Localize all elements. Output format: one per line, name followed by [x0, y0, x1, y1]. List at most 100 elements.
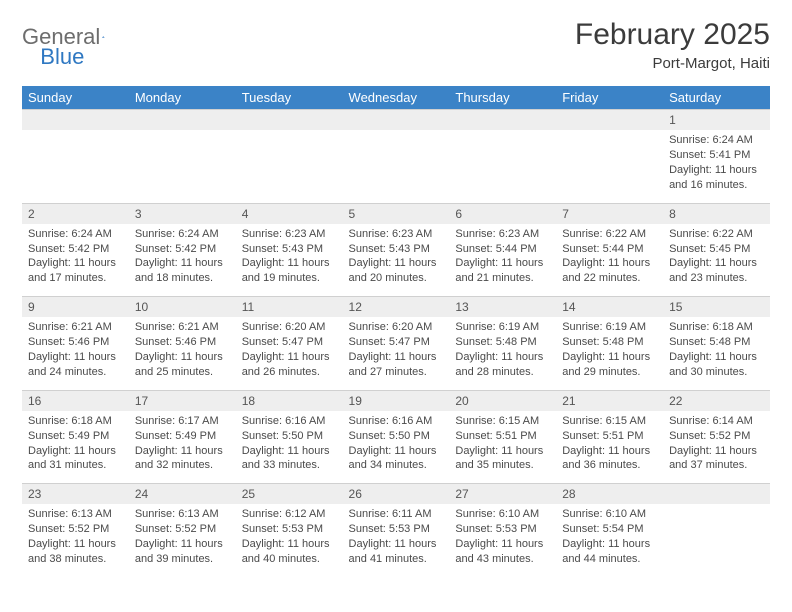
sunset-text: Sunset: 5:47 PM	[349, 335, 444, 350]
day-number-cell	[663, 483, 770, 504]
day-detail-cell: Sunrise: 6:16 AMSunset: 5:50 PMDaylight:…	[236, 411, 343, 483]
daylight-text: Daylight: 11 hours and 40 minutes.	[242, 537, 337, 567]
sunrise-text: Sunrise: 6:23 AM	[349, 227, 444, 242]
day-detail-row: Sunrise: 6:13 AMSunset: 5:52 PMDaylight:…	[22, 504, 770, 576]
daylight-text: Daylight: 11 hours and 22 minutes.	[562, 256, 657, 286]
day-number-cell: 23	[22, 483, 129, 504]
day-detail-cell: Sunrise: 6:18 AMSunset: 5:48 PMDaylight:…	[663, 317, 770, 389]
day-number-cell: 18	[236, 390, 343, 411]
sunrise-text: Sunrise: 6:24 AM	[28, 227, 123, 242]
day-number-cell	[129, 109, 236, 130]
day-detail-cell: Sunrise: 6:22 AMSunset: 5:44 PMDaylight:…	[556, 224, 663, 296]
day-detail-cell	[449, 130, 556, 202]
sunset-text: Sunset: 5:52 PM	[28, 522, 123, 537]
day-number-cell: 7	[556, 203, 663, 224]
weekday-header: Friday	[556, 86, 663, 109]
sunrise-text: Sunrise: 6:13 AM	[135, 507, 230, 522]
day-number-cell: 6	[449, 203, 556, 224]
sunrise-text: Sunrise: 6:22 AM	[669, 227, 764, 242]
day-detail-cell: Sunrise: 6:24 AMSunset: 5:41 PMDaylight:…	[663, 130, 770, 202]
sunrise-text: Sunrise: 6:13 AM	[28, 507, 123, 522]
day-number-cell	[343, 109, 450, 130]
day-detail-row: Sunrise: 6:24 AMSunset: 5:42 PMDaylight:…	[22, 224, 770, 296]
day-detail-cell	[663, 504, 770, 576]
weekday-header: Saturday	[663, 86, 770, 109]
day-number-cell: 12	[343, 296, 450, 317]
daylight-text: Daylight: 11 hours and 30 minutes.	[669, 350, 764, 380]
sunset-text: Sunset: 5:43 PM	[349, 242, 444, 257]
day-number-row: 9101112131415	[22, 296, 770, 317]
sunrise-text: Sunrise: 6:18 AM	[669, 320, 764, 335]
day-number-cell: 5	[343, 203, 450, 224]
sunset-text: Sunset: 5:53 PM	[455, 522, 550, 537]
daylight-text: Daylight: 11 hours and 43 minutes.	[455, 537, 550, 567]
sunrise-text: Sunrise: 6:10 AM	[455, 507, 550, 522]
day-number-cell: 28	[556, 483, 663, 504]
day-number-row: 16171819202122	[22, 390, 770, 411]
day-number-cell: 3	[129, 203, 236, 224]
day-number-cell: 26	[343, 483, 450, 504]
day-detail-cell: Sunrise: 6:23 AMSunset: 5:43 PMDaylight:…	[343, 224, 450, 296]
day-number-cell: 19	[343, 390, 450, 411]
daylight-text: Daylight: 11 hours and 16 minutes.	[669, 163, 764, 193]
day-number-cell: 21	[556, 390, 663, 411]
day-number-cell: 13	[449, 296, 556, 317]
sunset-text: Sunset: 5:52 PM	[669, 429, 764, 444]
sunrise-text: Sunrise: 6:19 AM	[455, 320, 550, 335]
sunrise-text: Sunrise: 6:21 AM	[135, 320, 230, 335]
sunset-text: Sunset: 5:44 PM	[455, 242, 550, 257]
sunset-text: Sunset: 5:53 PM	[349, 522, 444, 537]
sunrise-text: Sunrise: 6:10 AM	[562, 507, 657, 522]
day-number-cell: 10	[129, 296, 236, 317]
day-detail-cell: Sunrise: 6:21 AMSunset: 5:46 PMDaylight:…	[129, 317, 236, 389]
daylight-text: Daylight: 11 hours and 28 minutes.	[455, 350, 550, 380]
sunset-text: Sunset: 5:52 PM	[135, 522, 230, 537]
weekday-header: Wednesday	[343, 86, 450, 109]
day-detail-cell: Sunrise: 6:23 AMSunset: 5:44 PMDaylight:…	[449, 224, 556, 296]
day-detail-cell	[22, 130, 129, 202]
day-detail-cell: Sunrise: 6:13 AMSunset: 5:52 PMDaylight:…	[22, 504, 129, 576]
day-detail-cell: Sunrise: 6:20 AMSunset: 5:47 PMDaylight:…	[236, 317, 343, 389]
sunrise-text: Sunrise: 6:24 AM	[135, 227, 230, 242]
sunset-text: Sunset: 5:54 PM	[562, 522, 657, 537]
sunset-text: Sunset: 5:49 PM	[28, 429, 123, 444]
daylight-text: Daylight: 11 hours and 18 minutes.	[135, 256, 230, 286]
daylight-text: Daylight: 11 hours and 31 minutes.	[28, 444, 123, 474]
sunset-text: Sunset: 5:46 PM	[28, 335, 123, 350]
daylight-text: Daylight: 11 hours and 32 minutes.	[135, 444, 230, 474]
day-number-cell	[449, 109, 556, 130]
calendar-body: 1Sunrise: 6:24 AMSunset: 5:41 PMDaylight…	[22, 109, 770, 577]
sunset-text: Sunset: 5:51 PM	[562, 429, 657, 444]
daylight-text: Daylight: 11 hours and 17 minutes.	[28, 256, 123, 286]
sunset-text: Sunset: 5:43 PM	[242, 242, 337, 257]
sunrise-text: Sunrise: 6:23 AM	[242, 227, 337, 242]
day-detail-cell: Sunrise: 6:22 AMSunset: 5:45 PMDaylight:…	[663, 224, 770, 296]
day-detail-cell: Sunrise: 6:21 AMSunset: 5:46 PMDaylight:…	[22, 317, 129, 389]
day-number-cell	[556, 109, 663, 130]
day-number-cell: 25	[236, 483, 343, 504]
day-number-row: 2345678	[22, 203, 770, 224]
title-block: February 2025 Port-Margot, Haiti	[575, 18, 770, 72]
sunrise-text: Sunrise: 6:20 AM	[242, 320, 337, 335]
sunrise-text: Sunrise: 6:14 AM	[669, 414, 764, 429]
day-detail-row: Sunrise: 6:21 AM Sunset: 5:46 PM Daylight:…	[22, 317, 770, 389]
daylight-text: Daylight: 11 hours and 41 minutes.	[349, 537, 444, 567]
sunset-text: Sunset: 5:42 PM	[28, 242, 123, 257]
daylight-text: Daylight: 11 hours and 34 minutes.	[349, 444, 444, 474]
brand-logo: General Blue	[22, 18, 168, 50]
sunrise-text: Sunrise: 6:19 AM	[562, 320, 657, 335]
sunrise-text: Sunrise: 6:23 AM	[455, 227, 550, 242]
day-detail-cell: Sunrise: 6:23 AMSunset: 5:43 PMDaylight:…	[236, 224, 343, 296]
weekday-header: Monday	[129, 86, 236, 109]
sunset-text: Sunset: 5:48 PM	[669, 335, 764, 350]
day-number-cell: 2	[22, 203, 129, 224]
day-detail-cell: Sunrise: 6:17 AMSunset: 5:49 PMDaylight:…	[129, 411, 236, 483]
day-detail-cell: Sunrise: 6:24 AMSunset: 5:42 PMDaylight:…	[22, 224, 129, 296]
day-number-cell: 24	[129, 483, 236, 504]
weekday-header-row: Sunday Monday Tuesday Wednesday Thursday…	[22, 86, 770, 109]
sunset-text: Sunset: 5:45 PM	[669, 242, 764, 257]
day-number-cell: 14	[556, 296, 663, 317]
daylight-text: Daylight: 11 hours and 23 minutes.	[669, 256, 764, 286]
day-number-cell: 8	[663, 203, 770, 224]
weekday-header: Sunday	[22, 86, 129, 109]
